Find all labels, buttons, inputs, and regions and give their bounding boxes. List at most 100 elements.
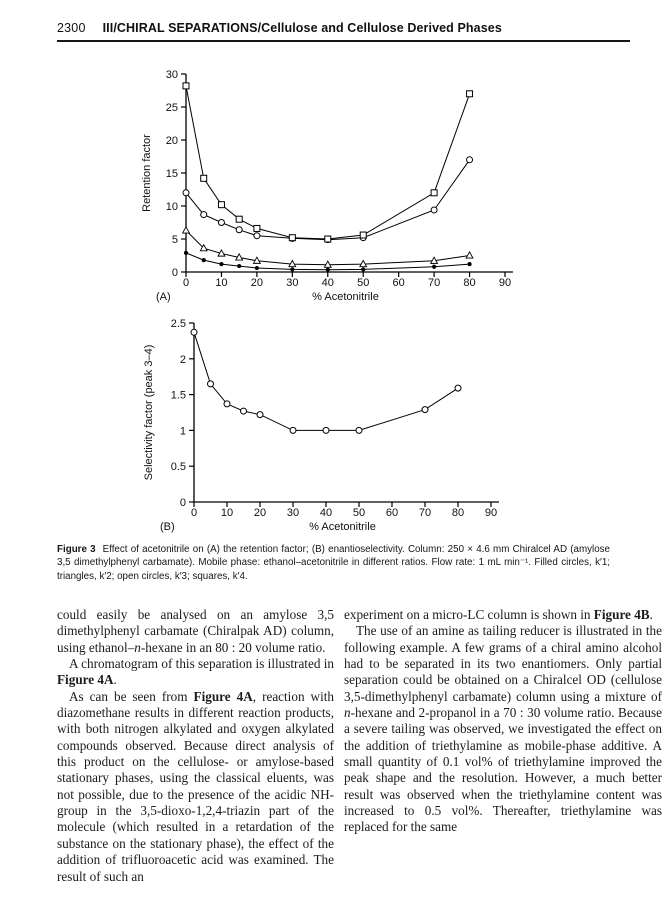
figure-caption-label: Figure 3 [57, 544, 96, 555]
marker-open-square [430, 189, 438, 197]
marker-filled-circle [361, 267, 366, 272]
marker-open-triangle [252, 256, 262, 264]
series-line-selectivity [193, 332, 459, 431]
x-tick-label: 60 [386, 507, 398, 519]
x-tick-label: 90 [485, 507, 497, 519]
marker-open-square [288, 234, 296, 242]
marker-filled-circle [183, 250, 189, 255]
marker-open-circle [466, 156, 474, 164]
marker-open-circle [200, 211, 208, 219]
y-axis-label: Selectivity factor (peak 3–4) [143, 345, 155, 481]
x-tick-label: 50 [353, 507, 365, 519]
marker-open-square [235, 215, 243, 223]
marker-open-square [359, 231, 367, 239]
y-tick-label: 20 [166, 135, 178, 147]
y-tick-label: 25 [166, 102, 178, 114]
y-tick-label: 1 [180, 425, 186, 437]
x-axis-label: % Acetonitrile [309, 521, 376, 533]
marker-open-triangle [199, 243, 208, 252]
paragraph: The use of an amine as tailing reducer i… [344, 623, 662, 835]
x-tick-label: 30 [287, 507, 299, 519]
x-tick-label: 40 [322, 277, 334, 289]
series-line-k′2 [185, 230, 470, 266]
x-tick-label: 0 [183, 277, 189, 289]
marker-open-square [466, 90, 474, 98]
marker-open-circle [256, 411, 264, 419]
marker-open-square [324, 235, 332, 243]
marker-filled-circle [254, 265, 259, 271]
marker-open-triangle [429, 256, 439, 264]
marker-open-square [217, 201, 225, 209]
x-axis-label: % Acetonitrile [312, 291, 379, 303]
y-tick-label: 2.5 [171, 318, 186, 330]
marker-open-circle [355, 426, 363, 434]
marker-open-circle [289, 426, 297, 434]
body-text: could easily be analysed on an amylose 3… [57, 607, 662, 885]
marker-open-square [253, 224, 261, 232]
marker-open-square [200, 174, 208, 182]
x-tick-label: 60 [393, 277, 405, 289]
x-tick-label: 0 [191, 507, 197, 519]
right-column: experiment on a micro-LC column is shown… [344, 607, 662, 885]
x-tick-label: 70 [419, 507, 431, 519]
marker-filled-circle [325, 267, 330, 272]
y-tick-label: 30 [166, 69, 178, 81]
x-tick-label: 80 [452, 507, 464, 519]
marker-open-circle [235, 226, 243, 234]
x-tick-label: 80 [463, 277, 475, 289]
x-tick-label: 40 [320, 507, 332, 519]
marker-open-triangle [217, 248, 226, 257]
paragraph: As can be seen from Figure 4A, reaction … [57, 688, 334, 884]
y-axis-label: Retention factor [141, 134, 153, 212]
y-tick-label: 0.5 [171, 461, 186, 473]
header-rule [57, 40, 630, 42]
left-column: could easily be analysed on an amylose 3… [57, 607, 334, 885]
x-tick-label: 10 [221, 507, 233, 519]
marker-open-triangle [465, 250, 474, 259]
marker-open-circle [253, 232, 261, 240]
y-tick-label: 0 [172, 267, 178, 279]
marker-open-circle [217, 219, 225, 226]
y-tick-label: 10 [166, 201, 178, 213]
x-tick-label: 50 [357, 277, 369, 289]
marker-open-circle [182, 189, 190, 197]
marker-filled-circle [237, 263, 242, 269]
y-tick-label: 15 [166, 168, 178, 180]
chart-selectivity-factor: 0 0.5 1 1.5 2 2.5 0 10 20 30 40 50 60 70 80 90 % Acetoni… [130, 312, 530, 540]
marker-open-triangle [181, 225, 191, 234]
paragraph: experiment on a micro-LC column is shown… [344, 607, 653, 622]
x-tick-label: 70 [428, 277, 440, 289]
marker-open-circle [430, 206, 438, 214]
marker-open-circle [322, 426, 330, 434]
series-line-k′4 [185, 85, 471, 240]
x-tick-label: 10 [215, 277, 227, 289]
y-tick-label: 5 [172, 234, 178, 246]
marker-open-circle [190, 328, 198, 336]
y-tick-label: 0 [180, 497, 186, 509]
marker-open-triangle [359, 259, 368, 268]
panel-label: (B) [160, 521, 175, 533]
paragraph: could easily be analysed on an amylose 3… [57, 607, 334, 655]
marker-filled-circle [432, 264, 437, 269]
marker-open-circle [240, 407, 247, 415]
marker-filled-circle [290, 267, 295, 272]
figure-caption-text: Effect of acetonitrile on (A) the retent… [57, 544, 611, 582]
x-tick-label: 30 [286, 277, 298, 289]
marker-open-circle [421, 406, 429, 414]
panel-label: (A) [156, 291, 171, 303]
marker-filled-circle [219, 261, 224, 267]
marker-open-circle [454, 384, 462, 392]
paragraph: A chromatogram of this separation is ill… [57, 656, 334, 688]
y-tick-label: 2 [180, 354, 186, 366]
page-number: 2300 [57, 21, 86, 35]
marker-open-square [182, 82, 190, 90]
marker-filled-circle [201, 258, 206, 263]
marker-open-triangle [323, 260, 332, 268]
series-line-k′3 [185, 159, 471, 241]
marker-open-circle [207, 380, 214, 388]
x-tick-label: 20 [251, 277, 263, 289]
figure-caption: Figure 3 Effect of acetonitrile on (A) th… [57, 543, 610, 583]
marker-open-circle [223, 400, 231, 408]
chart-retention-factor: 0 5 10 15 20 25 30 0 10 20 30 40 50 60 70 80 90 % Acetoni… [130, 56, 530, 310]
y-tick-label: 1.5 [171, 390, 186, 402]
